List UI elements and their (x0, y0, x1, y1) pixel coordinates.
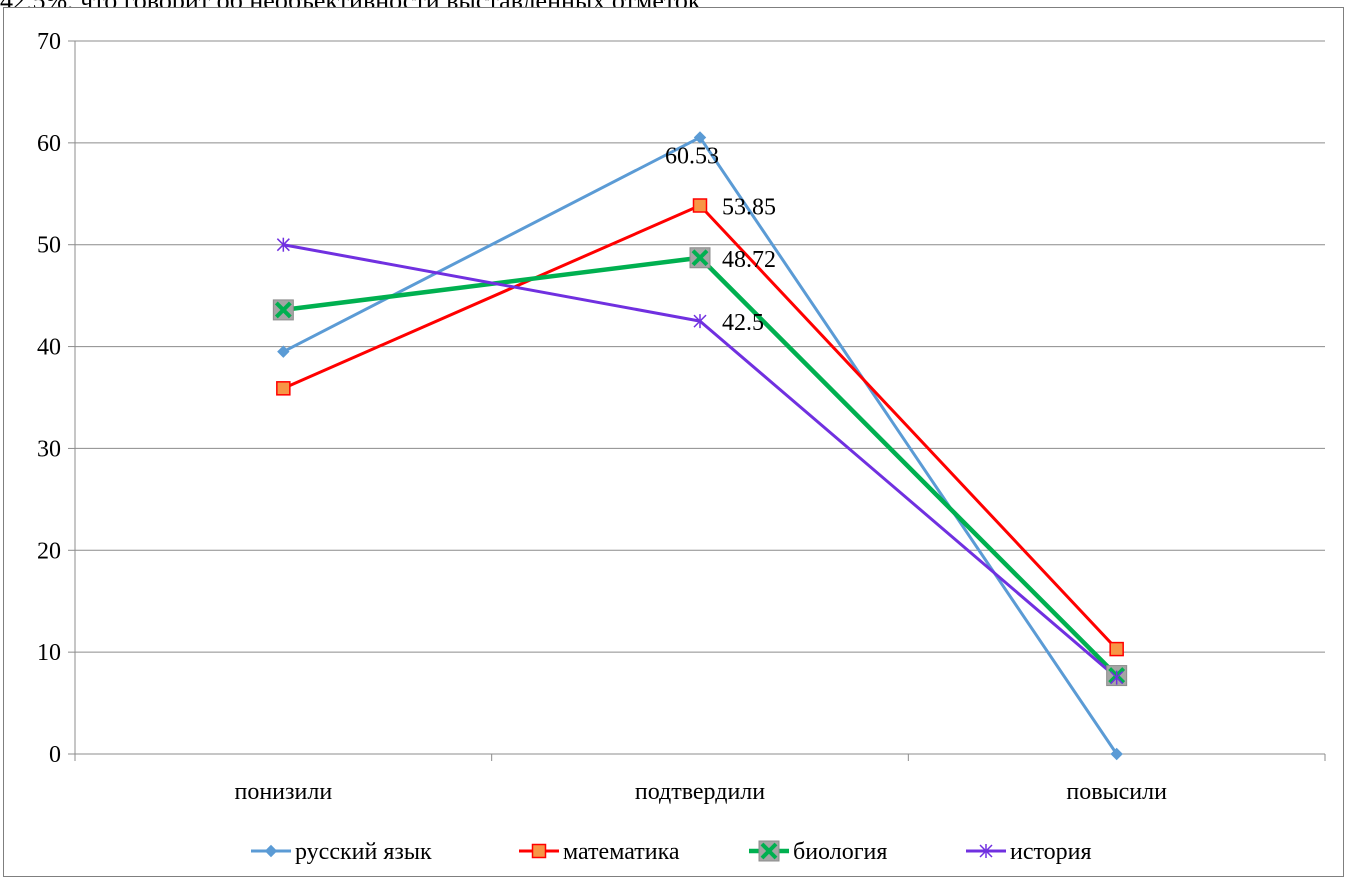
data-label: 53.85 (722, 194, 776, 220)
y-tick-label: 20 (37, 538, 61, 564)
x-tick-labels: понизили подтвердили повысили (234, 779, 1167, 805)
legend-entry: история (966, 839, 1092, 865)
x-tick-label: повысили (1066, 779, 1167, 805)
data-label: 48.72 (722, 247, 776, 273)
x-tick-label: понизили (234, 779, 332, 805)
y-tick-label: 40 (37, 335, 61, 361)
legend-label: биология (793, 839, 887, 865)
legend-marker (758, 840, 780, 862)
series-line (283, 243, 1118, 679)
data-point (1110, 747, 1123, 761)
data-point (1109, 641, 1124, 657)
y-tick-label: 0 (49, 742, 61, 768)
line-chart: 0 10 20 30 40 50 60 70 понизили подтвердили повыс… (37, 29, 1326, 865)
series-line (282, 203, 1118, 651)
legend-marker (979, 844, 993, 858)
data-point (692, 198, 708, 213)
data-label: 60.53 (665, 143, 719, 169)
data-point (689, 247, 711, 269)
y-tick-label: 10 (37, 640, 61, 666)
legend-entry: русский язык (251, 839, 432, 865)
legend: русский язык математика биология история (251, 839, 1092, 865)
series-lines (282, 135, 1119, 755)
chart-area: 0 10 20 30 40 50 60 70 понизили подтвердили повыс… (3, 7, 1344, 877)
legend-marker (531, 843, 547, 859)
data-point (276, 381, 291, 396)
legend-label: история (1010, 839, 1092, 865)
y-tick-label: 50 (37, 233, 61, 259)
data-point (693, 131, 707, 144)
y-tick-label: 30 (37, 436, 61, 462)
data-point (693, 314, 707, 329)
y-tick-label: 70 (37, 29, 61, 55)
legend-marker (264, 844, 278, 858)
legend-label: русский язык (295, 839, 432, 865)
data-point (1110, 670, 1124, 685)
legend-label: математика (563, 839, 680, 865)
data-label: 42.5 (722, 310, 764, 336)
legend-entry: математика (519, 839, 680, 865)
data-point (272, 299, 294, 321)
series-line (282, 135, 1118, 755)
data-point (276, 237, 290, 252)
y-tick-label: 60 (37, 131, 61, 157)
data-point (277, 345, 290, 358)
series-markers (272, 131, 1128, 761)
x-tick-label: подтвердили (635, 779, 765, 805)
legend-entry: биология (749, 839, 887, 865)
y-tick-labels: 0 10 20 30 40 50 60 70 (37, 29, 61, 768)
